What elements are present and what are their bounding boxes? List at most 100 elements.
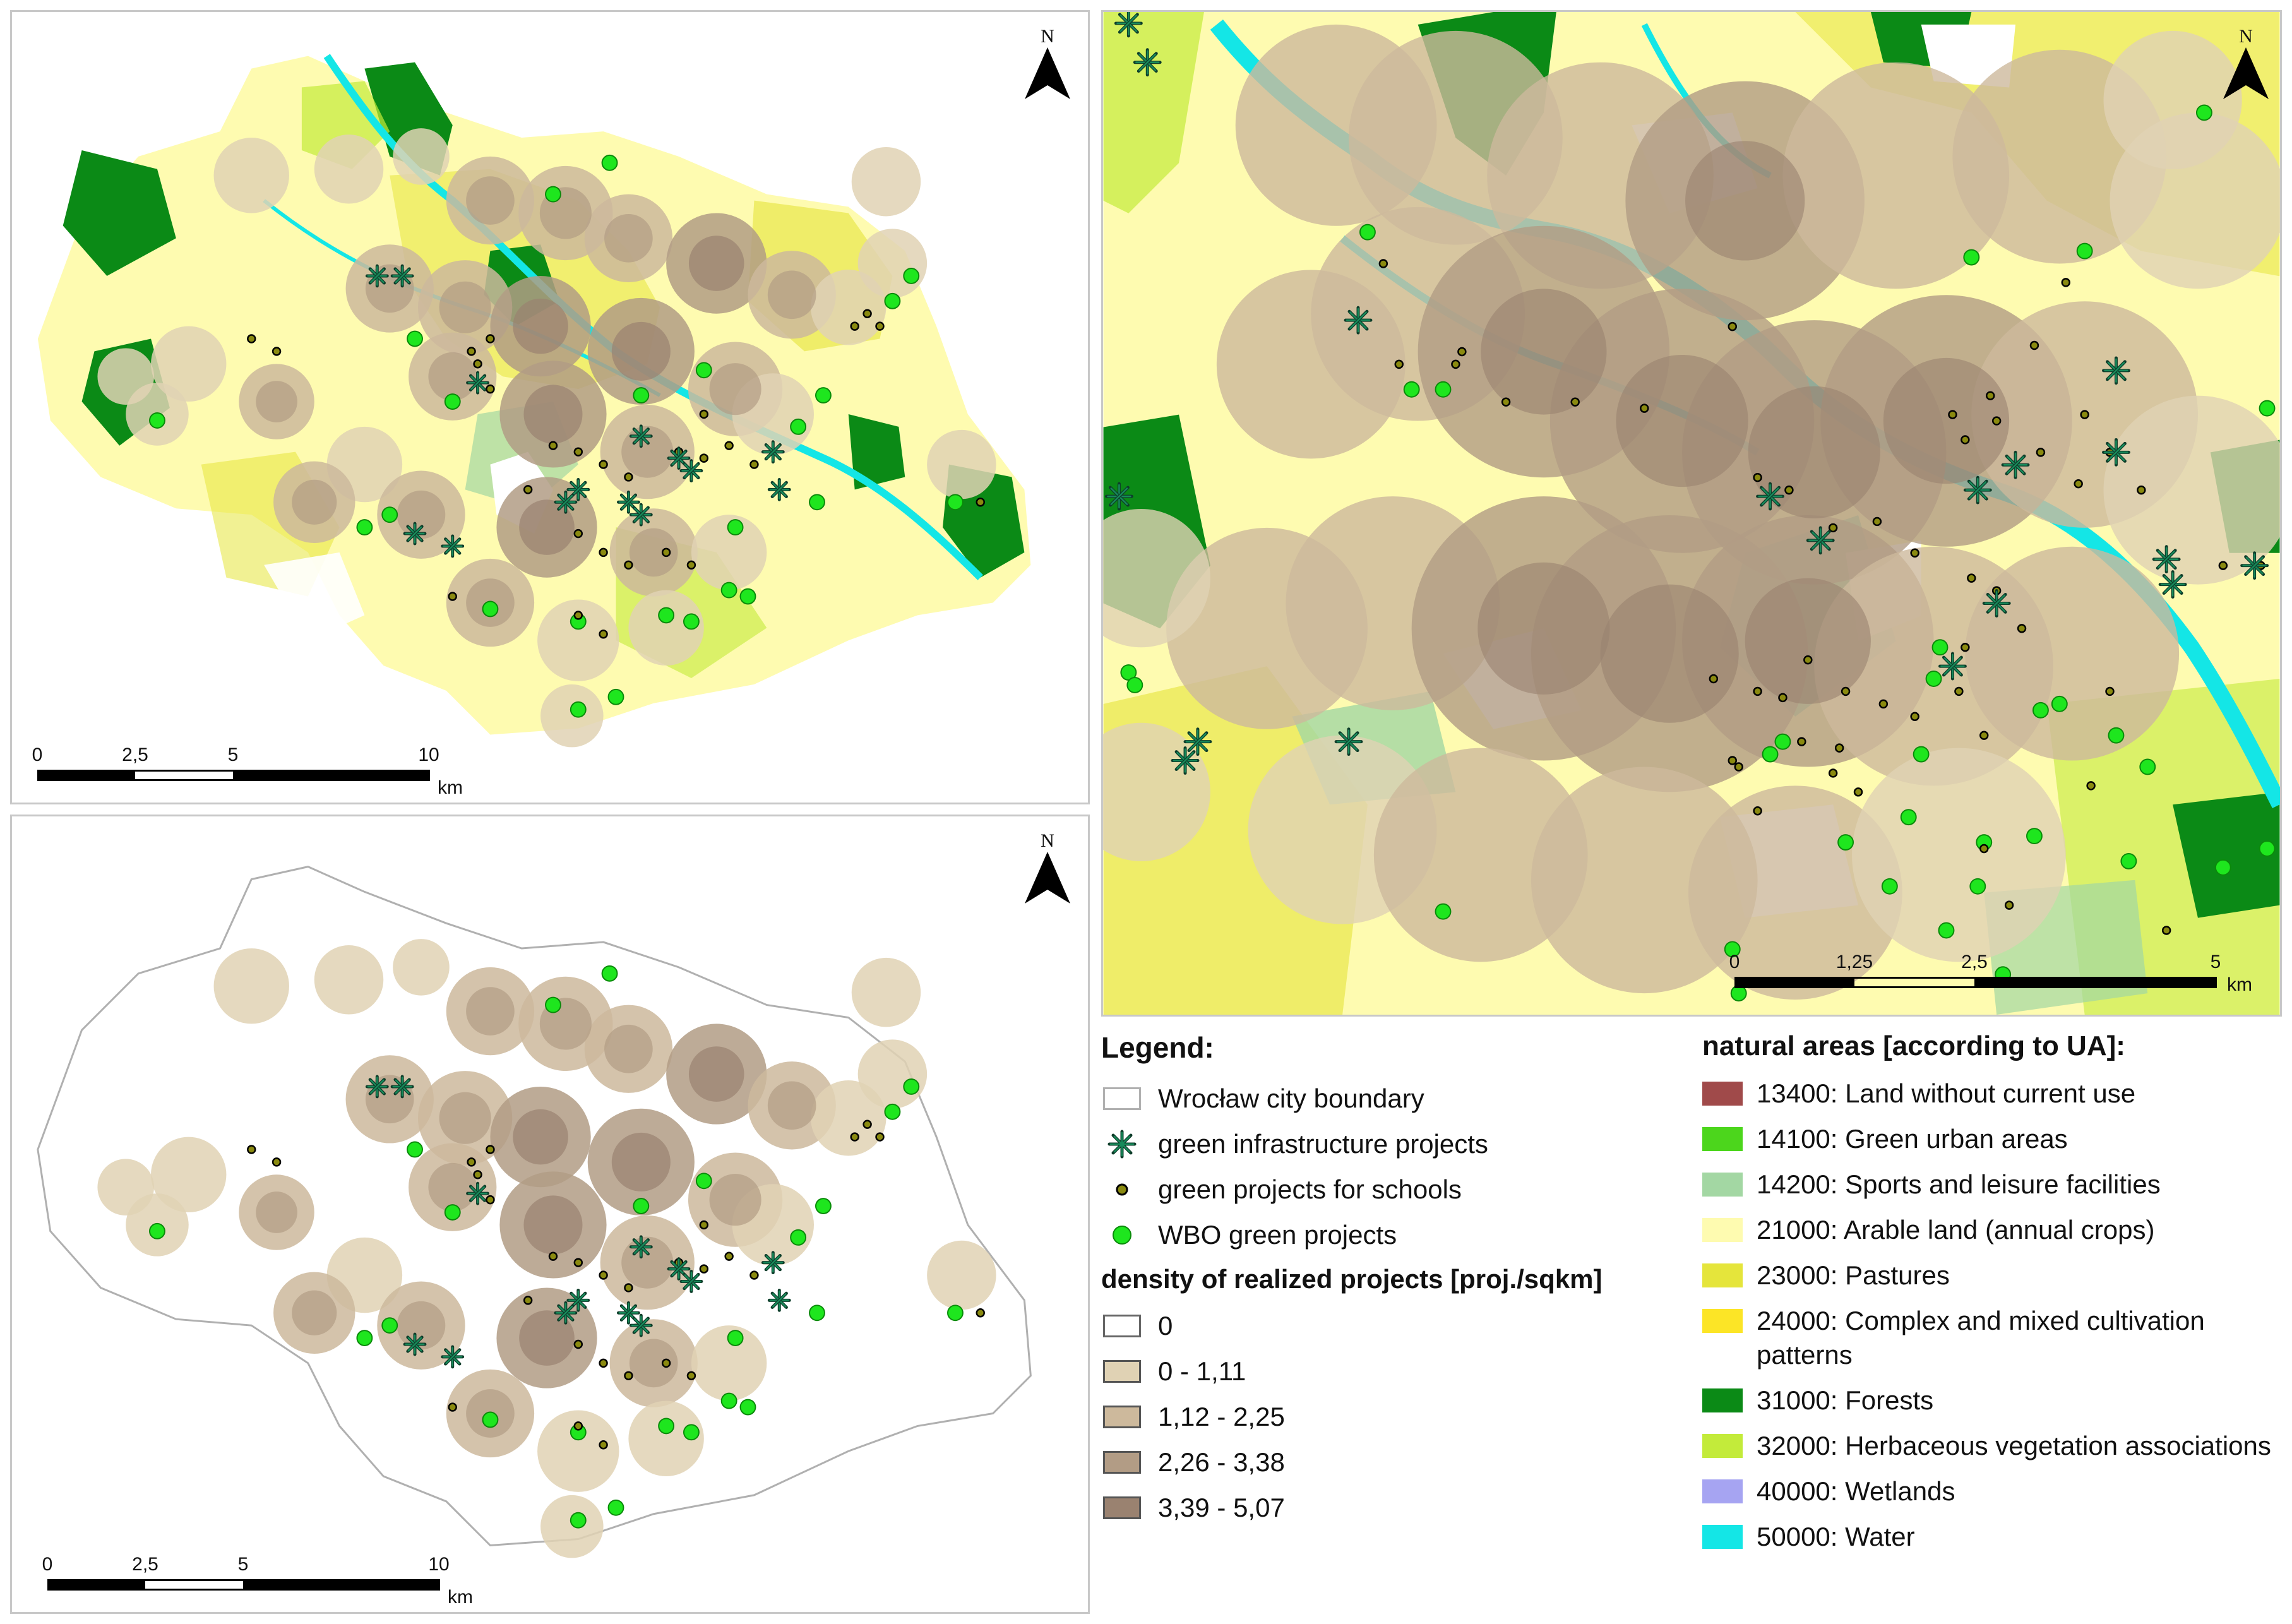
wbo-project-point bbox=[2032, 702, 2049, 719]
gi-project-point bbox=[1963, 475, 1992, 505]
gi-project-point bbox=[767, 477, 791, 501]
density-zone bbox=[537, 1410, 619, 1492]
gi-project-point bbox=[1938, 652, 1967, 681]
wbo-project-point bbox=[1126, 677, 1143, 693]
school-project-point bbox=[1991, 416, 2002, 426]
school-project-point bbox=[1753, 472, 1762, 482]
density-core bbox=[519, 499, 575, 555]
wbo-project-point bbox=[1837, 834, 1854, 851]
density-zone bbox=[691, 515, 767, 590]
density-legend-title: density of realized projects [proj./sqkm… bbox=[1101, 1264, 1603, 1294]
density-core bbox=[767, 1081, 816, 1130]
wbo-project-point bbox=[2259, 400, 2276, 417]
school-project-point bbox=[486, 384, 495, 394]
school-project-point bbox=[573, 1258, 583, 1267]
density-zone bbox=[2103, 395, 2280, 585]
wbo-project-point bbox=[2259, 840, 2276, 857]
wbo-project-point bbox=[607, 1499, 624, 1516]
gi-project-icon bbox=[1107, 1130, 1137, 1159]
density-core bbox=[513, 298, 568, 354]
wbo-project-point bbox=[1925, 671, 1942, 687]
density-class-2: 1,12 - 2,25 bbox=[1101, 1394, 1669, 1440]
density-core bbox=[709, 363, 761, 415]
wbo-project-point bbox=[1938, 922, 1955, 939]
school-project-point bbox=[2004, 900, 2014, 910]
density-core bbox=[1883, 357, 2010, 484]
school-project-point bbox=[523, 485, 533, 494]
school-project-point bbox=[548, 1251, 558, 1261]
school-project-point bbox=[1878, 699, 1889, 709]
gi-project-point bbox=[1982, 589, 2011, 618]
gi-project-point bbox=[629, 1313, 653, 1337]
density-core bbox=[256, 381, 297, 422]
school-project-point bbox=[1954, 686, 1964, 696]
gi-project-point bbox=[761, 440, 785, 464]
wbo-project-point bbox=[903, 1078, 920, 1095]
wbo-project-point bbox=[1762, 746, 1779, 763]
wbo-project-point bbox=[695, 362, 712, 379]
density-class-1: 0 - 1,11 bbox=[1101, 1349, 1669, 1394]
wbo-project-point bbox=[947, 1305, 964, 1322]
wbo-project-point bbox=[381, 1317, 398, 1334]
school-project-point bbox=[686, 1371, 696, 1380]
school-project-point bbox=[1910, 548, 1919, 558]
legend-item-gi: green infrastructure projects bbox=[1101, 1121, 1669, 1167]
scale-bar: 0 1,25 2,5 5 km bbox=[1729, 952, 2252, 995]
wbo-project-point bbox=[633, 1198, 650, 1214]
wbo-project-point bbox=[1435, 903, 1452, 920]
gi-project-point bbox=[2240, 551, 2269, 580]
school-project-point bbox=[2137, 485, 2146, 495]
school-project-point bbox=[1501, 397, 1511, 407]
density-core bbox=[428, 1162, 477, 1212]
density-core bbox=[1616, 354, 1748, 487]
legend-item-wbo: WBO green projects bbox=[1101, 1212, 1669, 1258]
wbo-project-point bbox=[683, 613, 700, 630]
ua-class-8: 40000: Wetlands bbox=[1702, 1469, 2283, 1514]
density-class-4: 3,39 - 5,07 bbox=[1101, 1485, 1669, 1531]
school-project-point bbox=[573, 1339, 583, 1349]
gi-project-point bbox=[554, 490, 578, 514]
school-project-point bbox=[573, 447, 583, 457]
wbo-project-point bbox=[1435, 381, 1452, 398]
density-core bbox=[621, 426, 674, 478]
school-project-point bbox=[724, 1251, 734, 1261]
school-project-point bbox=[467, 1157, 476, 1167]
density-core bbox=[1745, 578, 1871, 704]
density-core bbox=[523, 385, 583, 444]
gi-project-point bbox=[390, 1075, 414, 1099]
wbo-project-point bbox=[815, 1198, 832, 1214]
school-project-point bbox=[599, 1358, 608, 1368]
wbo-project-point bbox=[545, 996, 561, 1013]
school-project-point bbox=[1728, 321, 1737, 331]
wbo-project-point bbox=[2026, 828, 2043, 845]
ua-class-6: 31000: Forests bbox=[1702, 1378, 2283, 1423]
gi-project-point bbox=[1105, 482, 1133, 511]
density-core bbox=[688, 1046, 744, 1102]
school-project-point bbox=[1709, 674, 1719, 684]
gi-project-point bbox=[365, 1075, 389, 1099]
school-project-point bbox=[486, 1145, 495, 1154]
density-zone bbox=[1852, 748, 2066, 962]
wbo-project-point bbox=[356, 1330, 373, 1347]
school-project-point bbox=[1570, 397, 1580, 407]
school-project-point bbox=[699, 1220, 709, 1230]
wbo-project-point bbox=[482, 600, 499, 618]
density-zone bbox=[851, 957, 921, 1027]
school-project-point bbox=[1979, 844, 1989, 854]
gi-project-point bbox=[365, 264, 389, 288]
school-project-point bbox=[1378, 259, 1388, 268]
wbo-project-point bbox=[407, 1141, 423, 1158]
forest-area bbox=[63, 150, 176, 276]
city-land-cover-svg bbox=[37, 54, 1031, 748]
school-project-point bbox=[467, 347, 476, 356]
density-zone bbox=[1782, 62, 2010, 289]
gi-project-point bbox=[1806, 526, 1835, 555]
gi-project-point bbox=[1183, 727, 1212, 756]
school-project-point bbox=[1778, 693, 1788, 703]
school-project-point bbox=[1828, 768, 1838, 778]
density-core bbox=[428, 352, 477, 401]
school-project-point bbox=[976, 1308, 985, 1318]
gi-project-point bbox=[441, 1345, 465, 1369]
wbo-project-point bbox=[149, 412, 165, 429]
school-project-point bbox=[2161, 926, 2171, 935]
